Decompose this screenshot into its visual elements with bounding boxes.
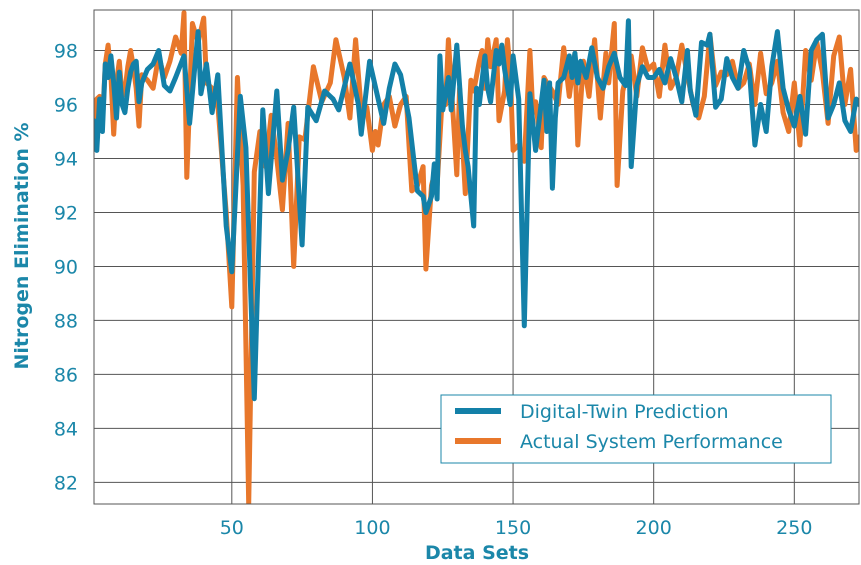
series-line-digital-twin bbox=[94, 18, 859, 402]
series-layer bbox=[94, 10, 859, 504]
x-axis-title: Data Sets bbox=[425, 542, 529, 564]
legend-label-digital-twin: Digital-Twin Prediction bbox=[520, 401, 728, 423]
x-tick-label: 250 bbox=[776, 517, 812, 539]
y-tick-label: 90 bbox=[54, 256, 78, 278]
y-tick-label: 96 bbox=[54, 94, 78, 116]
legend-label-actual-performance: Actual System Performance bbox=[520, 431, 783, 453]
y-tick-label: 84 bbox=[54, 418, 78, 440]
y-tick-label: 92 bbox=[54, 202, 78, 224]
legend-box bbox=[440, 394, 832, 464]
plot-frame bbox=[93, 9, 860, 505]
y-tick-label: 94 bbox=[54, 148, 78, 170]
legend: Digital-Twin Prediction Actual System Pe… bbox=[440, 394, 832, 464]
y-tick-label: 98 bbox=[54, 40, 78, 62]
y-axis-title: Nitrogen Elimination % bbox=[11, 122, 33, 369]
y-tick-label: 82 bbox=[54, 472, 78, 494]
x-tick-label: 200 bbox=[636, 517, 672, 539]
y-tick-label: 86 bbox=[54, 364, 78, 386]
tick-label-layer: 50 100 150 200 250 82 84 86 88 90 92 94 96 98 bbox=[54, 40, 813, 539]
x-tick-label: 50 bbox=[220, 517, 244, 539]
x-tick-label: 150 bbox=[495, 517, 531, 539]
x-tick-label: 100 bbox=[354, 517, 390, 539]
y-tick-label: 88 bbox=[54, 310, 78, 332]
